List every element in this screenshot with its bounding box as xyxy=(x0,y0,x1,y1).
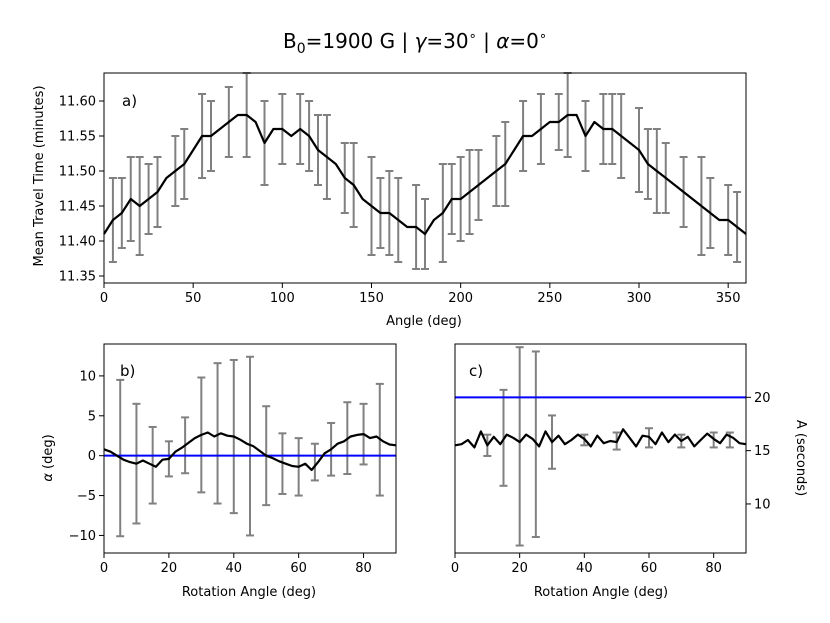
panel-a-line-group xyxy=(103,113,747,236)
panel-b-xlabel: Rotation Angle (deg) xyxy=(182,585,316,600)
panel-c-axes: 0 20 40 60 80 10 15 20 xyxy=(451,343,771,576)
figure-title: B0=1900 G | γ=30∘ | α=0∘ xyxy=(283,29,547,57)
x-tick-label: 250 xyxy=(537,291,562,306)
y-tick-label: 15 xyxy=(754,444,771,459)
errorbar xyxy=(515,346,524,547)
x-tick-label: 60 xyxy=(641,561,658,576)
y-tick-label: 11.50 xyxy=(59,165,96,180)
panel-b-axes: 0 20 40 60 80 −10 −5 0 5 10 xyxy=(69,343,397,576)
y-tick-label: 0 xyxy=(88,449,96,464)
panel-b: 0 20 40 60 80 −10 −5 0 5 10 b) Rotation Angle (de… xyxy=(41,343,397,600)
panel-c-label: c) xyxy=(469,362,483,380)
y-tick-label: 20 xyxy=(754,391,771,406)
x-tick-label: 40 xyxy=(226,561,243,576)
panel-a: 0 50 100 150 200 250 300 350 11.35 11.40 11.45 11.5… xyxy=(32,72,747,329)
panel-c-xlabel: Rotation Angle (deg) xyxy=(534,585,668,600)
y-tick-label: −10 xyxy=(69,529,96,544)
x-tick-label: 0 xyxy=(100,561,108,576)
panel-a-errorbars xyxy=(108,72,742,270)
errorbar xyxy=(213,362,222,505)
x-tick-label: 150 xyxy=(359,291,384,306)
errorbar xyxy=(246,355,254,537)
y-tick-label: −5 xyxy=(77,489,96,504)
x-tick-label: 80 xyxy=(355,561,372,576)
y-tick-label: 11.55 xyxy=(59,130,96,145)
panel-a-axes: 0 50 100 150 200 250 300 350 11.35 11.40 11.45 11.5… xyxy=(59,72,747,306)
axes-frame xyxy=(103,72,747,284)
series-line xyxy=(454,428,747,449)
panel-a-label: a) xyxy=(122,92,137,110)
panel-b-ylabel: α (deg) xyxy=(41,434,56,481)
y-tick-label: 11.45 xyxy=(59,200,96,215)
x-tick-label: 350 xyxy=(716,291,741,306)
x-tick-label: 20 xyxy=(161,561,178,576)
panel-a-ylabel: Mean Travel Time (minutes) xyxy=(32,85,47,266)
y-tick-label: 5 xyxy=(88,409,96,424)
axes-frame xyxy=(454,343,747,554)
x-tick-label: 0 xyxy=(100,291,108,306)
panel-b-errorbars xyxy=(116,355,384,538)
x-tick-label: 100 xyxy=(270,291,295,306)
x-tick-label: 0 xyxy=(451,561,459,576)
y-tick-label: 10 xyxy=(79,369,96,384)
panel-b-label: b) xyxy=(120,362,135,380)
x-tick-label: 40 xyxy=(576,561,593,576)
series-line xyxy=(103,113,747,236)
x-tick-label: 80 xyxy=(705,561,722,576)
y-tick-label: 11.60 xyxy=(59,95,96,110)
panel-c-ylabel: A (seconds) xyxy=(793,420,808,496)
series-line xyxy=(103,431,397,472)
y-tick-label: 10 xyxy=(754,497,771,512)
x-tick-label: 200 xyxy=(448,291,473,306)
x-tick-label: 50 xyxy=(185,291,202,306)
panel-b-line-group xyxy=(103,431,397,472)
x-tick-label: 300 xyxy=(627,291,652,306)
errorbar xyxy=(310,442,319,482)
axes-frame xyxy=(103,343,397,554)
panel-c-errorbars xyxy=(483,346,734,547)
y-tick-label: 11.40 xyxy=(59,235,96,250)
panel-c-line-group xyxy=(454,396,747,449)
x-tick-label: 60 xyxy=(290,561,307,576)
x-tick-label: 20 xyxy=(511,561,528,576)
panel-a-xlabel: Angle (deg) xyxy=(386,314,462,329)
y-tick-label: 11.35 xyxy=(59,270,96,285)
